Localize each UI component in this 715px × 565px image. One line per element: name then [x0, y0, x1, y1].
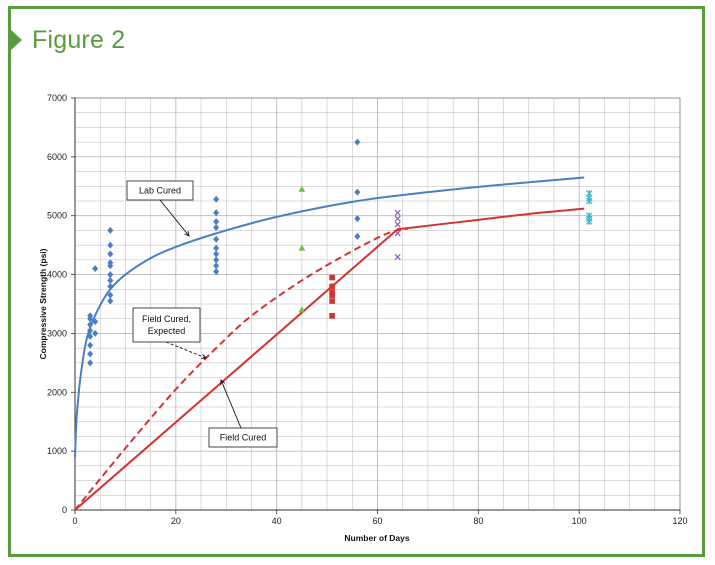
- play-arrow-icon: [10, 29, 22, 51]
- annotation-text: Field Cured,: [142, 314, 191, 324]
- data-point-diamond: [213, 223, 220, 231]
- data-point-square: [329, 298, 335, 304]
- data-point-diamond: [87, 350, 94, 358]
- y-tick-label: 0: [62, 505, 67, 515]
- data-point-diamond: [92, 318, 99, 326]
- data-point-diamond: [213, 244, 220, 252]
- annotation-box: [126, 180, 194, 201]
- data-point-diamond: [213, 195, 220, 203]
- data-point-square: [329, 312, 335, 319]
- annotation-leader: [159, 199, 190, 237]
- data-point-diamond: [92, 329, 99, 337]
- annotation-box: [132, 307, 201, 343]
- y-tick-label: 1000: [47, 446, 67, 456]
- y-tick-label: 4000: [47, 270, 67, 280]
- chart-series: [74, 138, 593, 511]
- data-point-diamond: [354, 138, 361, 146]
- annotation-text: Lab Cured: [139, 186, 181, 196]
- x-tick-label: 100: [572, 516, 587, 526]
- data-point-triangle: [298, 185, 306, 192]
- data-point-diamond: [213, 250, 220, 258]
- data-point-diamond: [213, 209, 220, 217]
- y-tick-label: 2000: [47, 387, 67, 397]
- data-point-diamond: [107, 297, 114, 305]
- data-point-x: [394, 209, 401, 216]
- data-point-diamond: [92, 265, 99, 273]
- y-tick-label: 6000: [47, 152, 67, 162]
- series-curve-field-cured: [74, 207, 585, 511]
- data-point-square: [329, 274, 335, 281]
- data-point-diamond: [107, 282, 114, 290]
- annotation-box: [208, 427, 278, 448]
- chart-ticks: 0 20 40 60 80 100 120 0 1000 2000 3000 4000 5000 6000…: [47, 93, 688, 526]
- data-point-diamond: [87, 326, 94, 334]
- data-point-diamond: [213, 235, 220, 243]
- y-tick-label: 5000: [47, 211, 67, 221]
- data-point-triangle: [298, 306, 306, 313]
- data-point-diamond: [87, 312, 94, 320]
- chart-grid: [74, 97, 681, 511]
- data-point-x: [394, 253, 401, 260]
- x-tick-label: 120: [672, 516, 687, 526]
- annotation-leader: [165, 341, 207, 359]
- x-tick-label: 40: [272, 516, 282, 526]
- data-point-diamond: [213, 268, 220, 276]
- y-tick-label: 3000: [47, 328, 67, 338]
- annotation-text: Expected: [148, 326, 186, 336]
- data-point-diamond: [354, 232, 361, 240]
- data-point-diamond: [107, 259, 114, 267]
- data-point-diamond: [87, 341, 94, 349]
- data-point-diamond: [107, 291, 114, 299]
- chart-annotations: Lab Cured Field Cured, Expected Field Cured: [126, 180, 278, 448]
- x-axis-label: Number of Days: [344, 533, 409, 543]
- data-point-star: [586, 190, 593, 197]
- data-point-diamond: [213, 262, 220, 270]
- data-point-x: [394, 221, 401, 228]
- y-tick-label: 7000: [47, 93, 67, 103]
- data-point-diamond: [107, 241, 114, 249]
- series-curve-field-expected: [74, 227, 408, 511]
- data-point-diamond: [87, 359, 94, 367]
- data-point-diamond: [213, 256, 220, 264]
- data-point-square: [329, 289, 335, 296]
- annotation-arrowhead: [220, 379, 226, 386]
- data-point-diamond: [213, 218, 220, 226]
- x-tick-label: 20: [171, 516, 181, 526]
- y-axis-label: Compressive Strength (psi): [38, 248, 48, 359]
- x-tick-label: 80: [473, 516, 483, 526]
- data-point-square: [329, 292, 335, 298]
- data-point-triangle: [298, 244, 306, 251]
- data-point-square: [329, 283, 335, 290]
- figure-title: Figure 2: [32, 25, 126, 54]
- data-point-x: [394, 215, 401, 222]
- data-point-diamond: [354, 215, 361, 223]
- x-tick-label: 0: [72, 516, 77, 526]
- annotation-text: Field Cured: [220, 433, 267, 443]
- data-point-star: [586, 212, 593, 219]
- annotation-arrowhead: [200, 354, 207, 359]
- data-point-diamond: [107, 250, 114, 258]
- data-point-x: [394, 230, 401, 237]
- annotation-leader: [220, 379, 242, 429]
- data-point-diamond: [107, 271, 114, 279]
- series-curve-lab-cured: [74, 176, 585, 458]
- data-point-diamond: [87, 321, 94, 329]
- data-point-diamond: [354, 188, 361, 196]
- data-point-diamond: [87, 332, 94, 340]
- figure-header: Figure 2: [10, 25, 126, 54]
- data-point-diamond: [107, 226, 114, 234]
- annotation-arrowhead: [184, 231, 190, 237]
- x-tick-label: 60: [372, 516, 382, 526]
- data-point-diamond: [107, 276, 114, 284]
